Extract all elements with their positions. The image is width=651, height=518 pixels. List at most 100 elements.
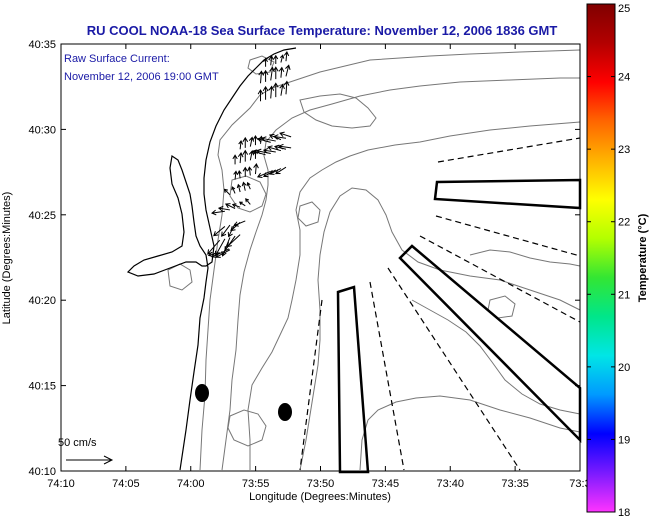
- current-vector: [258, 70, 264, 84]
- dashed-line: [435, 215, 581, 257]
- current-vector: [262, 85, 269, 100]
- contour-line: [199, 49, 581, 471]
- x-tick-label: 74:05: [112, 478, 140, 490]
- current-vector: [268, 85, 275, 99]
- dashed-line: [299, 299, 323, 471]
- station-marker: [195, 384, 209, 402]
- colorbar-tick-label: 20: [618, 362, 630, 374]
- current-vector: [231, 186, 236, 194]
- colorbar-tick-label: 22: [618, 217, 630, 229]
- colorbar-tick-label: 24: [618, 72, 630, 84]
- current-vector: [247, 166, 253, 176]
- colorbar-tick-label: 18: [618, 507, 630, 518]
- current-vector: [273, 54, 279, 64]
- dashed-line: [387, 267, 521, 471]
- annotation-line-1: Raw Surface Current:: [64, 53, 170, 65]
- coastline: [126, 47, 297, 471]
- current-vector: [232, 154, 238, 165]
- dashed-bearing-lines: [299, 137, 581, 471]
- x-tick-label: 73:3: [569, 478, 590, 490]
- y-tick-label: 40:15: [28, 381, 56, 393]
- current-vector: [262, 147, 276, 154]
- contour-line: [469, 249, 581, 267]
- current-vector: [279, 131, 292, 138]
- current-vector: [233, 220, 246, 227]
- colorbar-label: Temperature (°C): [637, 213, 649, 302]
- current-vector: [213, 226, 226, 237]
- current-vector: [267, 145, 282, 152]
- current-vector: [283, 80, 290, 95]
- current-vector: [272, 66, 279, 80]
- plot-background: [61, 44, 580, 471]
- y-axis: 40:35 40:30 40:25 40:20 40:15 40:10: [28, 39, 580, 478]
- annotation-line-2: November 12, 2006 19:00 GMT: [64, 71, 219, 83]
- x-tick-label: 74:10: [47, 478, 75, 490]
- current-vector: [278, 143, 292, 150]
- y-tick-label: 40:25: [28, 210, 56, 222]
- current-vector: [255, 148, 271, 155]
- current-vector: [272, 82, 279, 98]
- station-marker: [278, 403, 292, 421]
- colorbar: [586, 3, 616, 513]
- current-vector: [226, 234, 241, 248]
- x-tick-label: 73:45: [372, 478, 400, 490]
- current-vector: [233, 170, 239, 180]
- current-vector: [236, 183, 242, 193]
- current-vector: [285, 64, 291, 77]
- current-vector: [221, 224, 231, 237]
- contour-line: [247, 121, 581, 470]
- colorbar-tick-label: 23: [618, 144, 630, 156]
- current-vector: [245, 198, 251, 205]
- scale-arrow: [66, 455, 114, 465]
- current-vector: [252, 134, 259, 146]
- x-tick-label: 73:50: [307, 478, 335, 490]
- y-tick-label: 40:30: [28, 124, 56, 136]
- current-vector: [211, 209, 225, 216]
- colorbar-tick-label: 19: [618, 434, 630, 446]
- current-vector: [217, 205, 231, 212]
- current-vector: [263, 57, 268, 67]
- current-vector: [237, 152, 244, 164]
- x-tick-label: 73:55: [242, 478, 270, 490]
- current-vector: [257, 89, 264, 102]
- x-tick-label: 73:40: [436, 478, 464, 490]
- current-vector: [242, 166, 248, 177]
- current-vector: [215, 238, 226, 257]
- contour-line: [297, 201, 321, 227]
- contour-line: [299, 93, 377, 129]
- current-vector: [262, 69, 269, 82]
- colorbar-tick-label: 25: [618, 3, 630, 15]
- contour-line: [247, 55, 275, 75]
- current-vector: [221, 237, 231, 257]
- current-vector: [261, 136, 276, 142]
- x-tick-label: 73:35: [501, 478, 529, 490]
- current-vector: [275, 166, 287, 175]
- current-vectors: [207, 51, 292, 258]
- current-vector: [269, 168, 282, 175]
- x-axis: 74:10 74:05 74:00 73:55 73:50 73:45 73:40 73:35…: [47, 44, 591, 490]
- y-axis-label: Latitude (Degrees:Minutes): [1, 192, 13, 325]
- current-vector: [241, 181, 247, 191]
- current-vector: [238, 201, 246, 207]
- zone-polygon: [336, 285, 370, 474]
- current-vector: [248, 136, 255, 147]
- current-vector: [278, 66, 285, 78]
- current-vector: [279, 54, 285, 63]
- contour-line: [359, 395, 581, 471]
- x-tick-label: 74:00: [177, 478, 205, 490]
- contour-line: [221, 77, 580, 471]
- current-vector: [238, 140, 244, 150]
- colorbar-tick-label: 21: [618, 289, 630, 301]
- current-vector: [273, 144, 287, 151]
- current-vector: [262, 169, 277, 178]
- current-vector: [279, 83, 285, 96]
- colorbar-ticks: 25 24 23 22 21 20 19 18: [587, 3, 630, 518]
- plot-area: Raw Surface Current: November 12, 2006 1…: [58, 43, 582, 474]
- x-axis-label: Longitude (Degrees:Minutes): [249, 491, 391, 503]
- contour-line: [299, 187, 581, 471]
- current-vector: [273, 134, 287, 140]
- scale-label: 50 cm/s: [58, 437, 97, 449]
- dashed-line: [419, 235, 581, 323]
- current-vector: [242, 136, 249, 148]
